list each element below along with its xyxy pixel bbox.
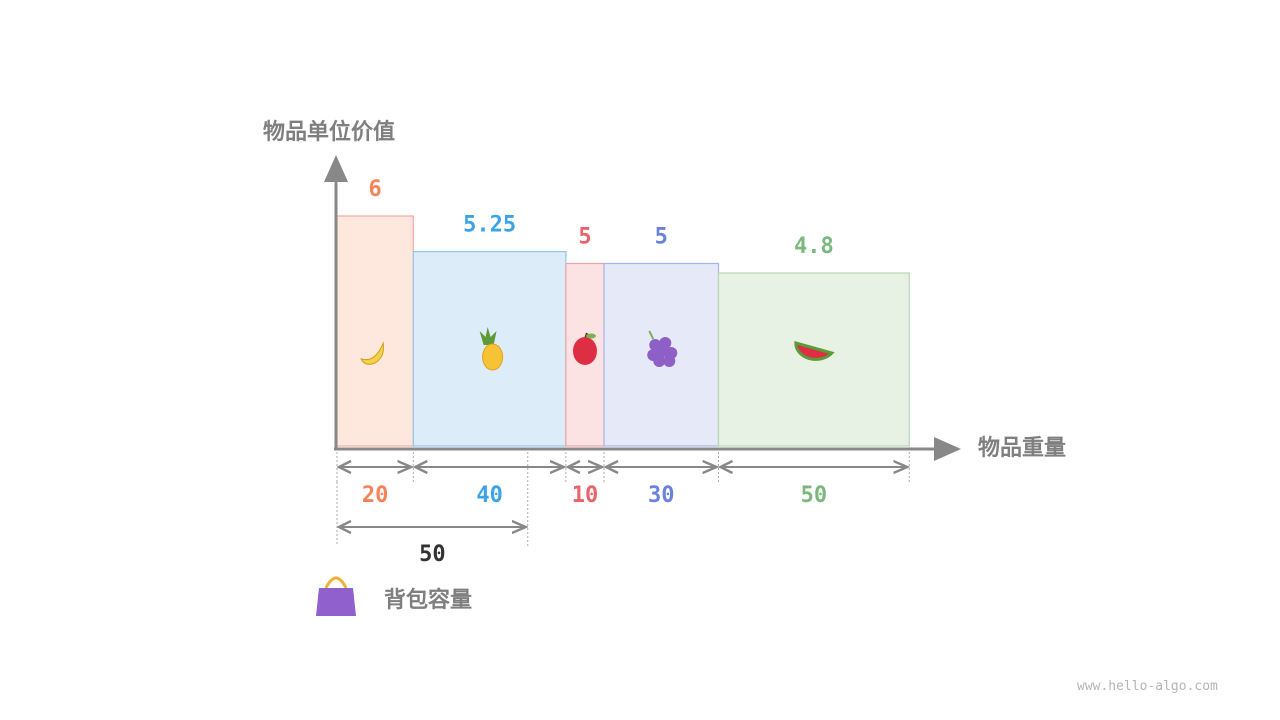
bar-rect [412, 251, 567, 447]
pineapple-icon [479, 327, 504, 371]
bar-rect [336, 215, 414, 447]
y-axis-label: 物品单位价值 [263, 119, 395, 145]
value-label: 5 [578, 225, 591, 250]
handbag-icon [316, 576, 356, 616]
bar-apple: 5 [565, 225, 605, 447]
grapes-icon [647, 330, 678, 367]
footer-watermark: www.hello-algo.com [1077, 679, 1218, 694]
bar-grapes: 5 [603, 225, 720, 447]
value-label: 4.8 [794, 234, 834, 259]
weight-label: 10 [572, 483, 599, 508]
weight-label: 40 [476, 483, 503, 508]
bar-watermelon: 4.8 [717, 234, 910, 447]
weight-label: 50 [801, 483, 828, 508]
weight-label: 20 [362, 483, 389, 508]
value-label: 5.25 [463, 213, 516, 238]
banana-icon [360, 341, 384, 365]
value-label: 6 [369, 177, 382, 202]
x-axis-label: 物品重量 [978, 435, 1066, 461]
capacity-label: 50 [419, 542, 446, 567]
weight-label: 30 [648, 483, 675, 508]
value-label: 5 [655, 225, 668, 250]
legend-label: 背包容量 [384, 587, 472, 613]
bar-pineapple: 5.25 [412, 213, 567, 447]
bar-banana: 6 [336, 177, 414, 447]
apple-icon [572, 332, 597, 365]
watermelon-icon [794, 341, 835, 361]
